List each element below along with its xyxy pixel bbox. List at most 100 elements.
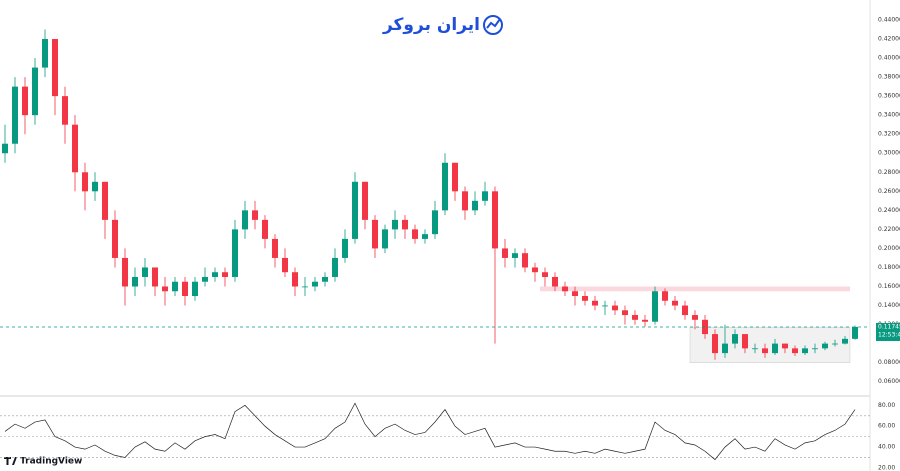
candle-body [192, 281, 198, 297]
candle-body [672, 300, 678, 306]
candle-body [732, 334, 738, 344]
candle-body [562, 286, 568, 292]
candle-body [712, 334, 718, 354]
rsi-tick-label: 60.00 [878, 423, 895, 430]
candle-body [152, 267, 158, 287]
candle-body [202, 276, 208, 282]
candle-body [242, 210, 248, 230]
candle-body [82, 172, 88, 192]
candle-body [52, 39, 58, 97]
candle-body [502, 248, 508, 258]
resistance-zone [540, 286, 850, 292]
candle-body [2, 143, 8, 154]
candle-body [792, 348, 798, 354]
y-tick-label: 0.06000 [878, 378, 900, 385]
candle-body [32, 67, 38, 116]
candle-body [252, 210, 258, 220]
candle-body [172, 281, 178, 292]
rsi-tick-label: 80.00 [878, 402, 895, 409]
candle-body [752, 348, 758, 350]
candle-body [222, 272, 228, 277]
candle-body [122, 257, 128, 287]
candle-body [92, 181, 98, 192]
candle-body [182, 281, 188, 297]
candle-body [662, 291, 668, 301]
candle-body [232, 229, 238, 277]
candle-body [852, 326, 858, 339]
candle-body [362, 181, 368, 220]
candle-body [142, 267, 148, 277]
candle-body [532, 267, 538, 273]
candle-body [602, 305, 608, 307]
candle-body [322, 276, 328, 282]
rsi-line [4, 402, 856, 461]
candle-body [682, 305, 688, 316]
candle-body [582, 296, 588, 301]
candle-body [382, 229, 388, 249]
last-price-label: 0.11745 [878, 323, 900, 330]
logo-arrow [486, 18, 501, 29]
candle-body [292, 272, 298, 287]
candle-body [492, 191, 498, 249]
candle-body [762, 348, 768, 354]
candle-body [282, 257, 288, 273]
candle-body [262, 219, 268, 239]
candle-body [482, 191, 488, 201]
candle-body [832, 343, 838, 345]
brand-logo: ایران بروکر [382, 15, 503, 35]
candle-body [352, 181, 358, 239]
candle-body [62, 96, 68, 125]
candle-body [722, 343, 728, 354]
candle-body [812, 348, 818, 350]
candle-body [442, 162, 448, 211]
candle-body [822, 343, 828, 349]
candle-body [302, 286, 308, 288]
rsi-tick-label: 20.00 [878, 464, 895, 471]
candle-body [692, 315, 698, 320]
candle-body [642, 319, 648, 322]
candle-body [632, 315, 638, 320]
candle-body [392, 219, 398, 230]
brand-text: ایران بروکر [382, 15, 480, 35]
candle-body [402, 219, 408, 230]
candle-body [112, 219, 118, 258]
candle-body [802, 348, 808, 354]
candle-body [22, 86, 28, 116]
candle-body [372, 219, 378, 249]
candle-body [162, 286, 168, 292]
last-price-box [876, 322, 900, 341]
candle-body [12, 86, 18, 144]
candle-body [572, 291, 578, 297]
candle-body [622, 310, 628, 316]
tv-icon [4, 457, 17, 465]
candle-body [102, 181, 108, 220]
candle-body [772, 343, 778, 354]
candle-body [422, 234, 428, 239]
candle-body [652, 291, 658, 322]
candle-body [612, 305, 618, 311]
candle-body [522, 253, 528, 268]
candle-body [132, 276, 138, 287]
candle-body [452, 162, 458, 192]
tradingview-logo: TradingView [4, 457, 82, 467]
candle-body [542, 272, 548, 277]
candle-body [412, 229, 418, 239]
candle-body [332, 257, 338, 277]
candle-body [272, 238, 278, 258]
candle-body [782, 343, 788, 349]
